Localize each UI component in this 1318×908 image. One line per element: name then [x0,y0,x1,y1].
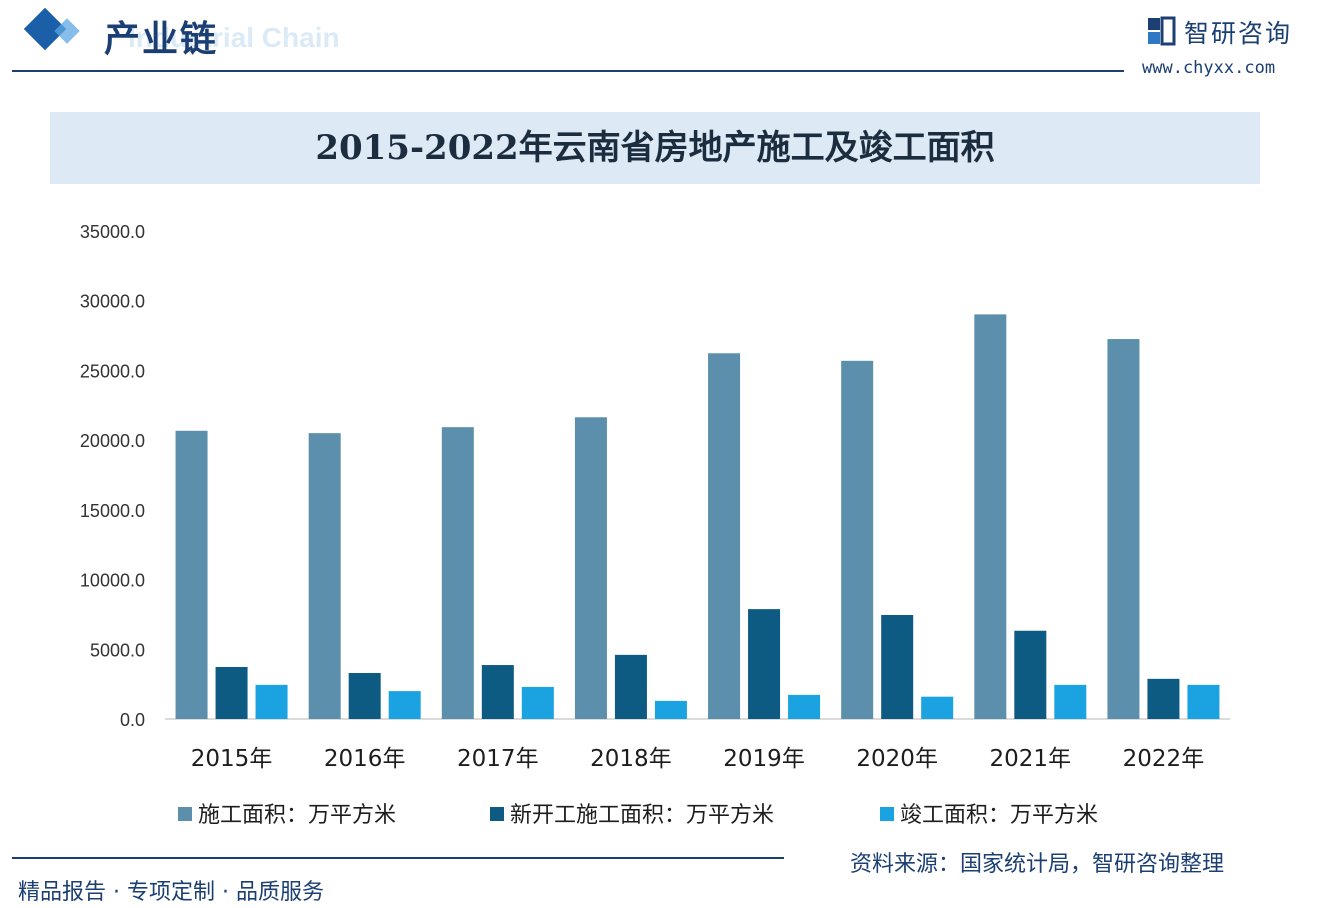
bar-series-2-3 [614,654,647,719]
bar-series-3-1 [388,691,421,719]
bar-series-1-6 [974,314,1007,719]
bar-series-3-0 [255,684,288,719]
bar-series-3-5 [921,696,954,719]
bar-series-2-5 [881,614,914,719]
y-tick-label: 30000.0 [80,292,145,312]
chart-title-band: 2015-2022年云南省房地产施工及竣工面积 [50,112,1260,184]
bar-series-3-7 [1187,684,1220,719]
bar-series-1-2 [441,427,474,719]
legend-swatch-3 [880,807,894,821]
x-category-label: 2019年 [723,746,805,772]
brand-name: 智研咨询 [1184,19,1293,48]
y-tick-label: 15000.0 [80,501,145,521]
x-category-label: 2021年 [990,746,1072,772]
bar-series-3-3 [654,700,687,719]
legend-swatch-1 [178,807,192,821]
brand-url: www.chyxx.com [1142,58,1276,78]
chart-title: 2015-2022年云南省房地产施工及竣工面积 [315,128,995,168]
bar-series-3-2 [521,686,554,719]
legend-label-3: 竣工面积：万平方米 [900,803,1098,828]
x-category-label: 2015年 [191,746,273,772]
bar-series-3-6 [1054,684,1087,719]
x-category-label: 2020年 [856,746,938,772]
bar-series-1-3 [574,417,607,719]
footer-divider [12,857,784,859]
brand-logo-icon [1148,16,1176,46]
legend-label-1: 施工面积：万平方米 [198,803,396,828]
source-note: 资料来源：国家统计局，智研咨询整理 [850,852,1225,877]
bar-series-1-7 [1107,339,1140,719]
bar-series-1-0 [175,430,208,719]
legend-label-2: 新开工施工面积：万平方米 [510,803,774,828]
x-category-label: 2022年 [1123,746,1205,772]
y-tick-label: 35000.0 [80,222,145,242]
bar-series-1-5 [841,360,874,719]
bar-series-2-0 [215,666,248,719]
section-title: 产业链 [104,19,219,60]
bar-series-2-7 [1147,678,1180,719]
y-tick-label: 5000.0 [90,640,145,660]
y-tick-label: 20000.0 [80,431,145,451]
x-category-label: 2016年 [324,746,406,772]
bar-series-2-1 [348,672,381,719]
y-tick-label: 0.0 [120,710,145,730]
bar-series-1-4 [708,353,741,719]
header-divider [12,70,1124,72]
y-tick-label: 25000.0 [80,361,145,381]
bar-series-2-6 [1014,630,1047,719]
x-category-label: 2018年 [590,746,672,772]
y-tick-label: 10000.0 [80,571,145,591]
bar-series-2-4 [748,609,781,719]
section-subtitle: Industrial Chain [128,22,340,53]
bar-series-2-2 [481,665,514,719]
x-category-label: 2017年 [457,746,539,772]
page-header: Industrial Chain 产业链 智研咨询 www.chyxx.com [0,0,1318,80]
bar-series-3-4 [788,694,821,719]
legend-swatch-2 [490,807,504,821]
bar-series-1-1 [308,433,341,719]
footer-slogan: 精品报告 · 专项定制 · 品质服务 [18,880,324,905]
